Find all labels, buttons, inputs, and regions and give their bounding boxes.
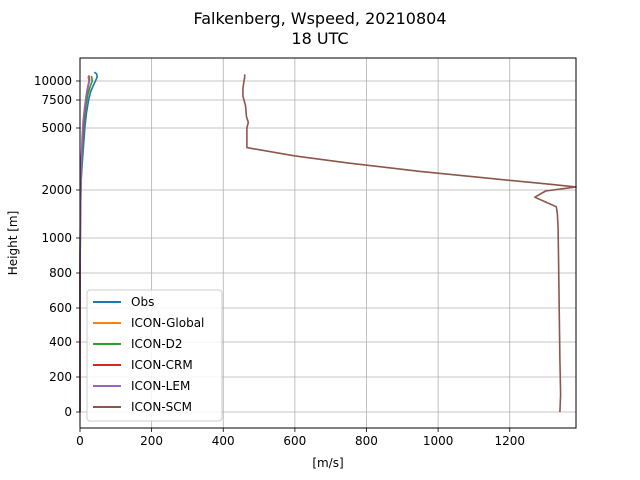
- x-tick-label: 1200: [494, 434, 525, 448]
- y-axis-label: Height [m]: [6, 211, 20, 276]
- x-axis-ticks: 0 200 400 600 800 1000 1200: [76, 428, 525, 448]
- legend-label: Obs: [131, 295, 154, 309]
- y-axis-ticks: 0 200 400 600 800 1000 2000 5000 7500 10000: [34, 74, 80, 419]
- y-tick-label: 1000: [41, 231, 72, 245]
- legend-label: ICON-SCM: [131, 400, 192, 414]
- x-tick-label: 200: [140, 434, 163, 448]
- x-tick-label: 400: [212, 434, 235, 448]
- y-tick-label: 200: [49, 370, 72, 384]
- x-axis-label: [m/s]: [312, 456, 343, 470]
- chart-title-line2: 18 UTC: [291, 29, 348, 48]
- legend-label: ICON-LEM: [131, 379, 190, 393]
- y-tick-label: 2000: [41, 183, 72, 197]
- y-tick-label: 800: [49, 266, 72, 280]
- y-tick-label: 600: [49, 301, 72, 315]
- x-tick-label: 1000: [423, 434, 454, 448]
- y-tick-label: 7500: [41, 93, 72, 107]
- y-tick-label: 5000: [41, 121, 72, 135]
- x-tick-label: 800: [355, 434, 378, 448]
- legend-label: ICON-D2: [131, 337, 183, 351]
- x-tick-label: 600: [283, 434, 306, 448]
- x-tick-label: 0: [76, 434, 84, 448]
- plot-frame: [79, 57, 577, 429]
- series-line-icon-scm: [242, 74, 577, 413]
- legend-label: ICON-CRM: [131, 358, 193, 372]
- chart-title-line1: Falkenberg, Wspeed, 20210804: [193, 9, 446, 28]
- y-tick-label: 400: [49, 335, 72, 349]
- y-tick-label: 10000: [34, 74, 72, 88]
- legend: Obs ICON-Global ICON-D2 ICON-CRM ICON-LEM ICO…: [86, 289, 223, 422]
- legend-label: ICON-Global: [131, 316, 204, 330]
- y-tick-label: 0: [64, 405, 72, 419]
